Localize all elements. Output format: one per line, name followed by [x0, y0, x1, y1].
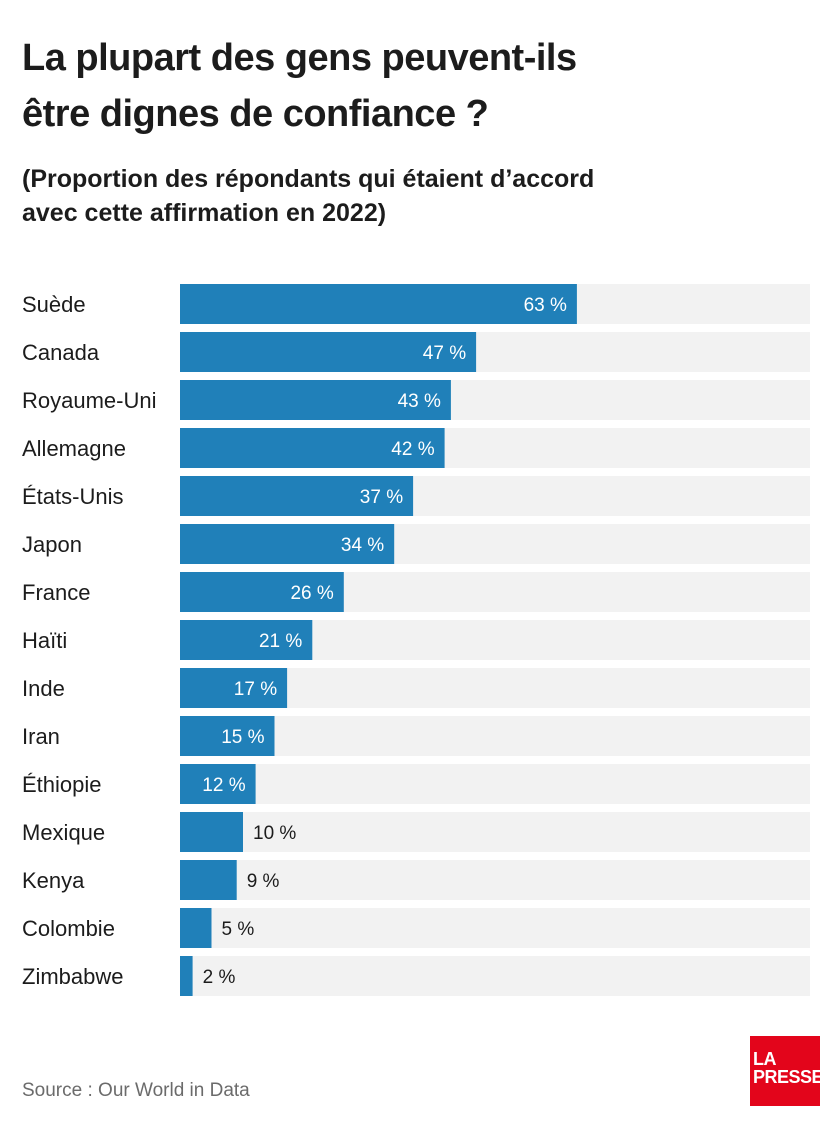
value-label: 47 % [423, 343, 466, 364]
chart-title-line-2: être dignes de confiance ? [22, 93, 489, 135]
country-label: Canada [22, 340, 100, 365]
country-label: Zimbabwe [22, 964, 123, 989]
value-label: 9 % [247, 871, 280, 892]
country-label: Mexique [22, 820, 105, 845]
value-label: 26 % [290, 583, 333, 604]
bar [180, 476, 414, 516]
value-label: 10 % [253, 823, 296, 844]
value-label: 15 % [221, 727, 264, 748]
bar [180, 716, 275, 756]
bar-row: Suède 63 % [22, 284, 810, 324]
chart-title: La plupart des gens peuvent-ils être dig… [22, 30, 802, 142]
bar [180, 572, 344, 612]
country-label: Iran [22, 724, 60, 749]
value-label: 37 % [360, 487, 403, 508]
source-note: Source : Our World in Data [22, 1080, 250, 1101]
bar [180, 620, 313, 660]
bar-row: Iran 15 % [22, 716, 810, 756]
value-label: 43 % [398, 391, 441, 412]
bar-row: Haïti 21 % [22, 620, 810, 660]
country-label: Kenya [22, 868, 85, 893]
bar [180, 524, 395, 564]
bar-track [180, 956, 810, 996]
bar [180, 284, 577, 324]
value-label: 21 % [259, 631, 302, 652]
country-label: Éthiopie [22, 772, 102, 797]
value-label: 2 % [203, 967, 236, 988]
value-label: 34 % [341, 535, 384, 556]
bar-track [180, 764, 810, 804]
chart-title-line-1: La plupart des gens peuvent-ils [22, 37, 577, 79]
bar [180, 956, 193, 996]
bar [180, 908, 212, 948]
bar-track [180, 908, 810, 948]
bar-row: États-Unis 37 % [22, 476, 810, 516]
country-label: Suède [22, 292, 86, 317]
bar [180, 332, 477, 372]
bar-row: Royaume-Uni 43 % [22, 380, 810, 420]
bar-row: Éthiopie 12 % [22, 764, 810, 804]
bar-track [180, 716, 810, 756]
country-label: États-Unis [22, 484, 123, 509]
logo-line-1: LA [753, 1049, 777, 1069]
bar-row: Zimbabwe 2 % [22, 956, 810, 996]
bar [180, 764, 256, 804]
country-label: Colombie [22, 916, 115, 941]
bar-row: Inde 17 % [22, 668, 810, 708]
value-label: 12 % [202, 775, 245, 796]
bar [180, 428, 445, 468]
value-label: 17 % [234, 679, 277, 700]
bar-track [180, 860, 810, 900]
value-label: 63 % [524, 295, 567, 316]
bar-row: Japon 34 % [22, 524, 810, 564]
country-label: France [22, 580, 90, 605]
chart-subtitle: (Proportion des répondants qui étaient d… [22, 162, 722, 230]
bar-row: Kenya 9 % [22, 860, 810, 900]
country-label: Haïti [22, 628, 67, 653]
logo-line-2: PRESSE [753, 1067, 824, 1087]
chart-subtitle-line-1: (Proportion des répondants qui étaient d… [22, 165, 595, 193]
value-label: 42 % [391, 439, 434, 460]
bar [180, 812, 243, 852]
bar-row: Allemagne 42 % [22, 428, 810, 468]
country-label: Allemagne [22, 436, 126, 461]
bar [180, 668, 288, 708]
bar-row: Colombie 5 % [22, 908, 810, 948]
chart-subtitle-line-2: avec cette affirmation en 2022) [22, 199, 387, 227]
bar-track [180, 812, 810, 852]
bar [180, 860, 237, 900]
bar-chart: Suède 63 % Canada 47 % Royaume-Uni 43 % Allema… [22, 284, 810, 996]
bar-row: Mexique 10 % [22, 812, 810, 852]
country-label: Royaume-Uni [22, 388, 157, 413]
country-label: Inde [22, 676, 65, 701]
bar-row: Canada 47 % [22, 332, 810, 372]
bar [180, 380, 451, 420]
la-presse-logo: LA PRESSE [750, 1036, 824, 1106]
country-label: Japon [22, 532, 82, 557]
bar-row: France 26 % [22, 572, 810, 612]
value-label: 5 % [222, 919, 255, 940]
